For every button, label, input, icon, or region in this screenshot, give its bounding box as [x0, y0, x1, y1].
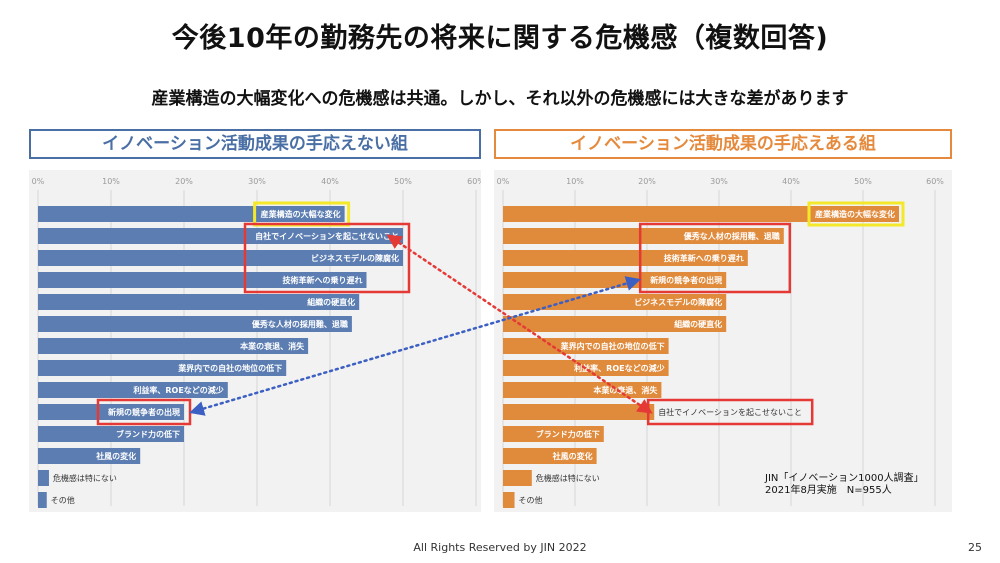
x-tick-label: 60% [926, 177, 944, 186]
bar-label: 優秀な人材の採用難、退職 [683, 231, 780, 241]
x-tick-label: 10% [102, 177, 120, 186]
x-tick-label: 30% [710, 177, 728, 186]
bar-label: 自社でイノベーションを起こせないこと [658, 407, 802, 417]
x-tick-label: 0% [32, 177, 45, 186]
bar [503, 470, 532, 486]
bar-label: 本業の衰退、消失 [592, 385, 658, 395]
bar-label: 自社でイノベーションを起こせないこと [255, 231, 399, 241]
x-tick-label: 60% [467, 177, 481, 186]
bar [38, 228, 403, 244]
bar [38, 470, 49, 486]
bar-label: 社風の変化 [552, 451, 593, 461]
bar-label: 新規の競争者の出現 [108, 407, 180, 417]
bar-label: 本業の衰退、消失 [239, 341, 305, 351]
bar-label: ブランド力の低下 [116, 429, 180, 439]
bar-label: 業界内での自社の地位の低下 [177, 363, 282, 373]
bar-label: 組織の硬直化 [674, 319, 722, 329]
bar-label: 新規の競争者の出現 [650, 275, 722, 285]
bar-label: 危機感は特にない [53, 473, 117, 483]
x-tick-label: 0% [497, 177, 510, 186]
bar-label: 危機感は特にない [536, 473, 600, 483]
left-bar-chart: 0% 10% 20% 30% 40% 50% 60% 産業構造の大幅な変化自社でイノベーション… [29, 170, 481, 512]
bar-label: 業界内での自社の地位の低下 [560, 341, 665, 351]
bar [38, 250, 403, 266]
x-tick-label: 20% [638, 177, 656, 186]
footer-copyright: All Rights Reserved by JIN 2022 [413, 541, 587, 554]
bar [38, 448, 141, 464]
bar [503, 492, 515, 508]
bar [503, 426, 604, 442]
right-bar-chart: 0% 10% 20% 30% 40% 50% 60% 産業構造の大幅な変化優秀な人材の採用難、… [494, 170, 952, 512]
x-tick-label: 40% [782, 177, 800, 186]
bar-label: 産業構造の大幅な変化 [815, 209, 895, 219]
left-panel-header: イノベーション活動成果の手応えない組 [29, 129, 481, 159]
bar-label: 社風の変化 [95, 451, 136, 461]
bar-label: 利益率、ROEなどの減少 [573, 363, 664, 373]
bar-label: 産業構造の大幅な変化 [261, 209, 341, 219]
x-tick-label: 40% [321, 177, 339, 186]
bar [38, 426, 184, 442]
slide-subtitle: 産業構造の大幅変化への危機感は共通。しかし、それ以外の危機感には大きな差がありま… [151, 89, 849, 109]
bar-label: その他 [519, 495, 543, 505]
bar-label: 利益率、ROEなどの減少 [132, 385, 223, 395]
x-tick-label: 20% [175, 177, 193, 186]
bar-label: 組織の硬直化 [307, 297, 355, 307]
bar [503, 404, 655, 420]
highlight-box-yellow [807, 201, 905, 227]
bar-label: 技術革新への乗り遅れ [664, 253, 744, 263]
bar [38, 382, 228, 398]
bar-label: 優秀な人材の採用難、退職 [251, 319, 348, 329]
bar [38, 404, 184, 420]
x-tick-label: 30% [248, 177, 266, 186]
slide-title: 今後10年の勤務先の将来に関する危機感（複数回答) [171, 23, 829, 54]
page-number: 25 [968, 541, 982, 554]
bar-label: 技術革新への乗り遅れ [283, 275, 363, 285]
bar-label: ブランド力の低下 [536, 429, 600, 439]
x-tick-label: 50% [854, 177, 872, 186]
source-note: JIN「イノベーション1000人調査」 2021年8月実施 N=955人 [765, 473, 924, 497]
x-tick-label: 50% [394, 177, 412, 186]
bar [503, 448, 597, 464]
source-line-1: JIN「イノベーション1000人調査」 [765, 473, 924, 484]
source-line-2: 2021年8月実施 N=955人 [765, 485, 892, 496]
bar-label: ビジネスモデルの陳腐化 [311, 253, 399, 263]
bar [503, 206, 899, 222]
bar [38, 492, 47, 508]
bar [38, 206, 345, 222]
bar-label: その他 [51, 495, 75, 505]
x-tick-label: 10% [566, 177, 584, 186]
bar-label: ビジネスモデルの陳腐化 [634, 297, 722, 307]
right-panel-header: イノベーション活動成果の手応えある組 [494, 129, 952, 159]
